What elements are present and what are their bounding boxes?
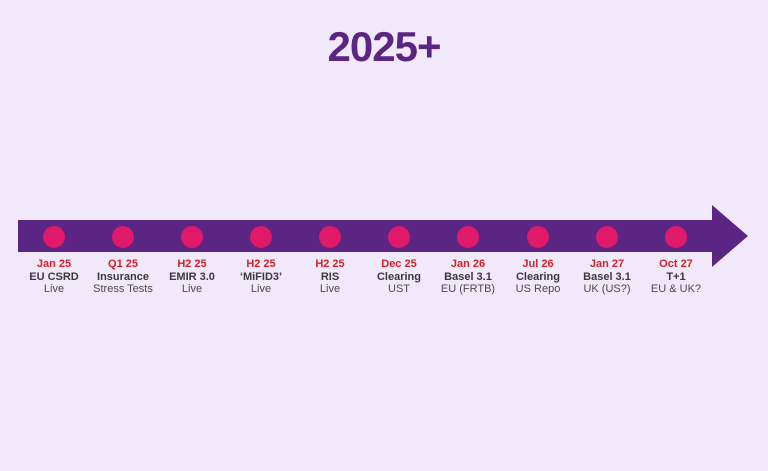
milestone-dot: [181, 226, 203, 248]
milestone-dot: [665, 226, 687, 248]
milestone-label: Dec 25 Clearing UST: [349, 258, 449, 296]
milestone-date: H2 25: [315, 258, 345, 270]
milestone: Jan 25 EU CSRD Live: [4, 0, 104, 471]
milestone-status: EU & UK?: [650, 283, 702, 295]
milestone-dot: [527, 226, 549, 248]
milestone-status: UST: [388, 283, 410, 295]
milestone-status: US Repo: [515, 283, 561, 295]
milestone-date: Jul 26: [522, 258, 554, 270]
milestone: Jan 27 Basel 3.1 UK (US?): [557, 0, 657, 471]
milestone-dot: [596, 226, 618, 248]
milestone-dot: [319, 226, 341, 248]
milestone-status: Stress Tests: [93, 283, 153, 295]
milestone-label: Jan 27 Basel 3.1 UK (US?): [557, 258, 657, 296]
milestone: H2 25 RIS Live: [280, 0, 380, 471]
milestone-date: Dec 25: [381, 258, 417, 270]
milestone-name: ‘MiFID3’: [239, 270, 283, 283]
milestone-date: H2 25: [246, 258, 276, 270]
milestone-label: Oct 27 T+1 EU & UK?: [626, 258, 726, 296]
milestone-label: Jul 26 Clearing US Repo: [488, 258, 588, 296]
milestone-name: Insurance: [97, 270, 149, 283]
milestone-label: Q1 25 Insurance Stress Tests: [73, 258, 173, 296]
milestone: Jan 26 Basel 3.1 EU (FRTB): [418, 0, 518, 471]
milestone-dot: [250, 226, 272, 248]
milestone-label: H2 25 EMIR 3.0 Live: [142, 258, 242, 296]
milestone-name: Basel 3.1: [444, 270, 492, 283]
milestone-label: Jan 26 Basel 3.1 EU (FRTB): [418, 258, 518, 296]
milestone-dot: [457, 226, 479, 248]
milestone-date: Jan 25: [36, 258, 72, 270]
milestone-date: Q1 25: [108, 258, 138, 270]
milestone-name: Clearing: [515, 270, 560, 283]
milestone-status: Live: [319, 283, 341, 295]
milestone: Jul 26 Clearing US Repo: [488, 0, 588, 471]
milestone-date: H2 25: [177, 258, 207, 270]
milestone-name: Clearing: [376, 270, 421, 283]
milestone-label: H2 25 ‘MiFID3’ Live: [211, 258, 311, 296]
milestone: Oct 27 T+1 EU & UK?: [626, 0, 726, 471]
milestone-name: EMIR 3.0: [169, 270, 215, 283]
milestone-status: UK (US?): [583, 283, 631, 295]
milestone-status: Live: [43, 283, 65, 295]
milestone: Q1 25 Insurance Stress Tests: [73, 0, 173, 471]
milestone-status: Live: [181, 283, 203, 295]
milestone-label: Jan 25 EU CSRD Live: [4, 258, 104, 296]
timeline-arrow-shape: [18, 205, 748, 267]
page-title: 2025+: [327, 23, 442, 70]
milestone-name: RIS: [320, 270, 340, 283]
milestone-status: EU (FRTB): [440, 283, 496, 295]
milestone: H2 25 ‘MiFID3’ Live: [211, 0, 311, 471]
milestone-name: T+1: [666, 270, 686, 283]
milestone: Dec 25 Clearing UST: [349, 0, 449, 471]
milestone-label: H2 25 RIS Live: [280, 258, 380, 296]
milestone-date: Oct 27: [659, 258, 693, 270]
milestone-name: Basel 3.1: [583, 270, 631, 283]
milestone-date: Jan 27: [589, 258, 625, 270]
milestone-date: Jan 26: [450, 258, 486, 270]
milestone-dot: [388, 226, 410, 248]
milestone: H2 25 EMIR 3.0 Live: [142, 0, 242, 471]
milestone-dot: [43, 226, 65, 248]
milestone-name: EU CSRD: [29, 270, 79, 283]
milestone-status: Live: [250, 283, 272, 295]
milestone-dot: [112, 226, 134, 248]
